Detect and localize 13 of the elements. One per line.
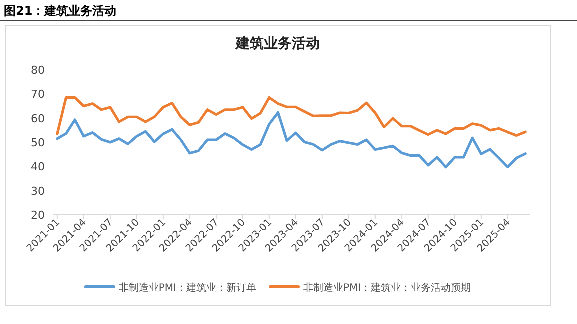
y-tick-label: 30 [31,184,45,198]
chart-title: 建筑业务活动 [235,36,320,52]
y-tick-label: 60 [31,112,45,126]
line-series [56,96,527,138]
legend-label: 非制造业PMI：建筑业：新订单 [118,282,256,294]
y-tick-label: 20 [31,209,45,222]
y-tick-label: 80 [31,64,45,77]
caption: 图21：建筑业务活动 [4,4,117,18]
legend-label: 非制造业PMI：建筑业：业务活动预期 [304,282,472,294]
y-tick-label: 70 [31,88,45,102]
y-tick-label: 40 [31,160,45,174]
y-tick-label: 50 [31,136,45,150]
line-series [56,111,527,169]
